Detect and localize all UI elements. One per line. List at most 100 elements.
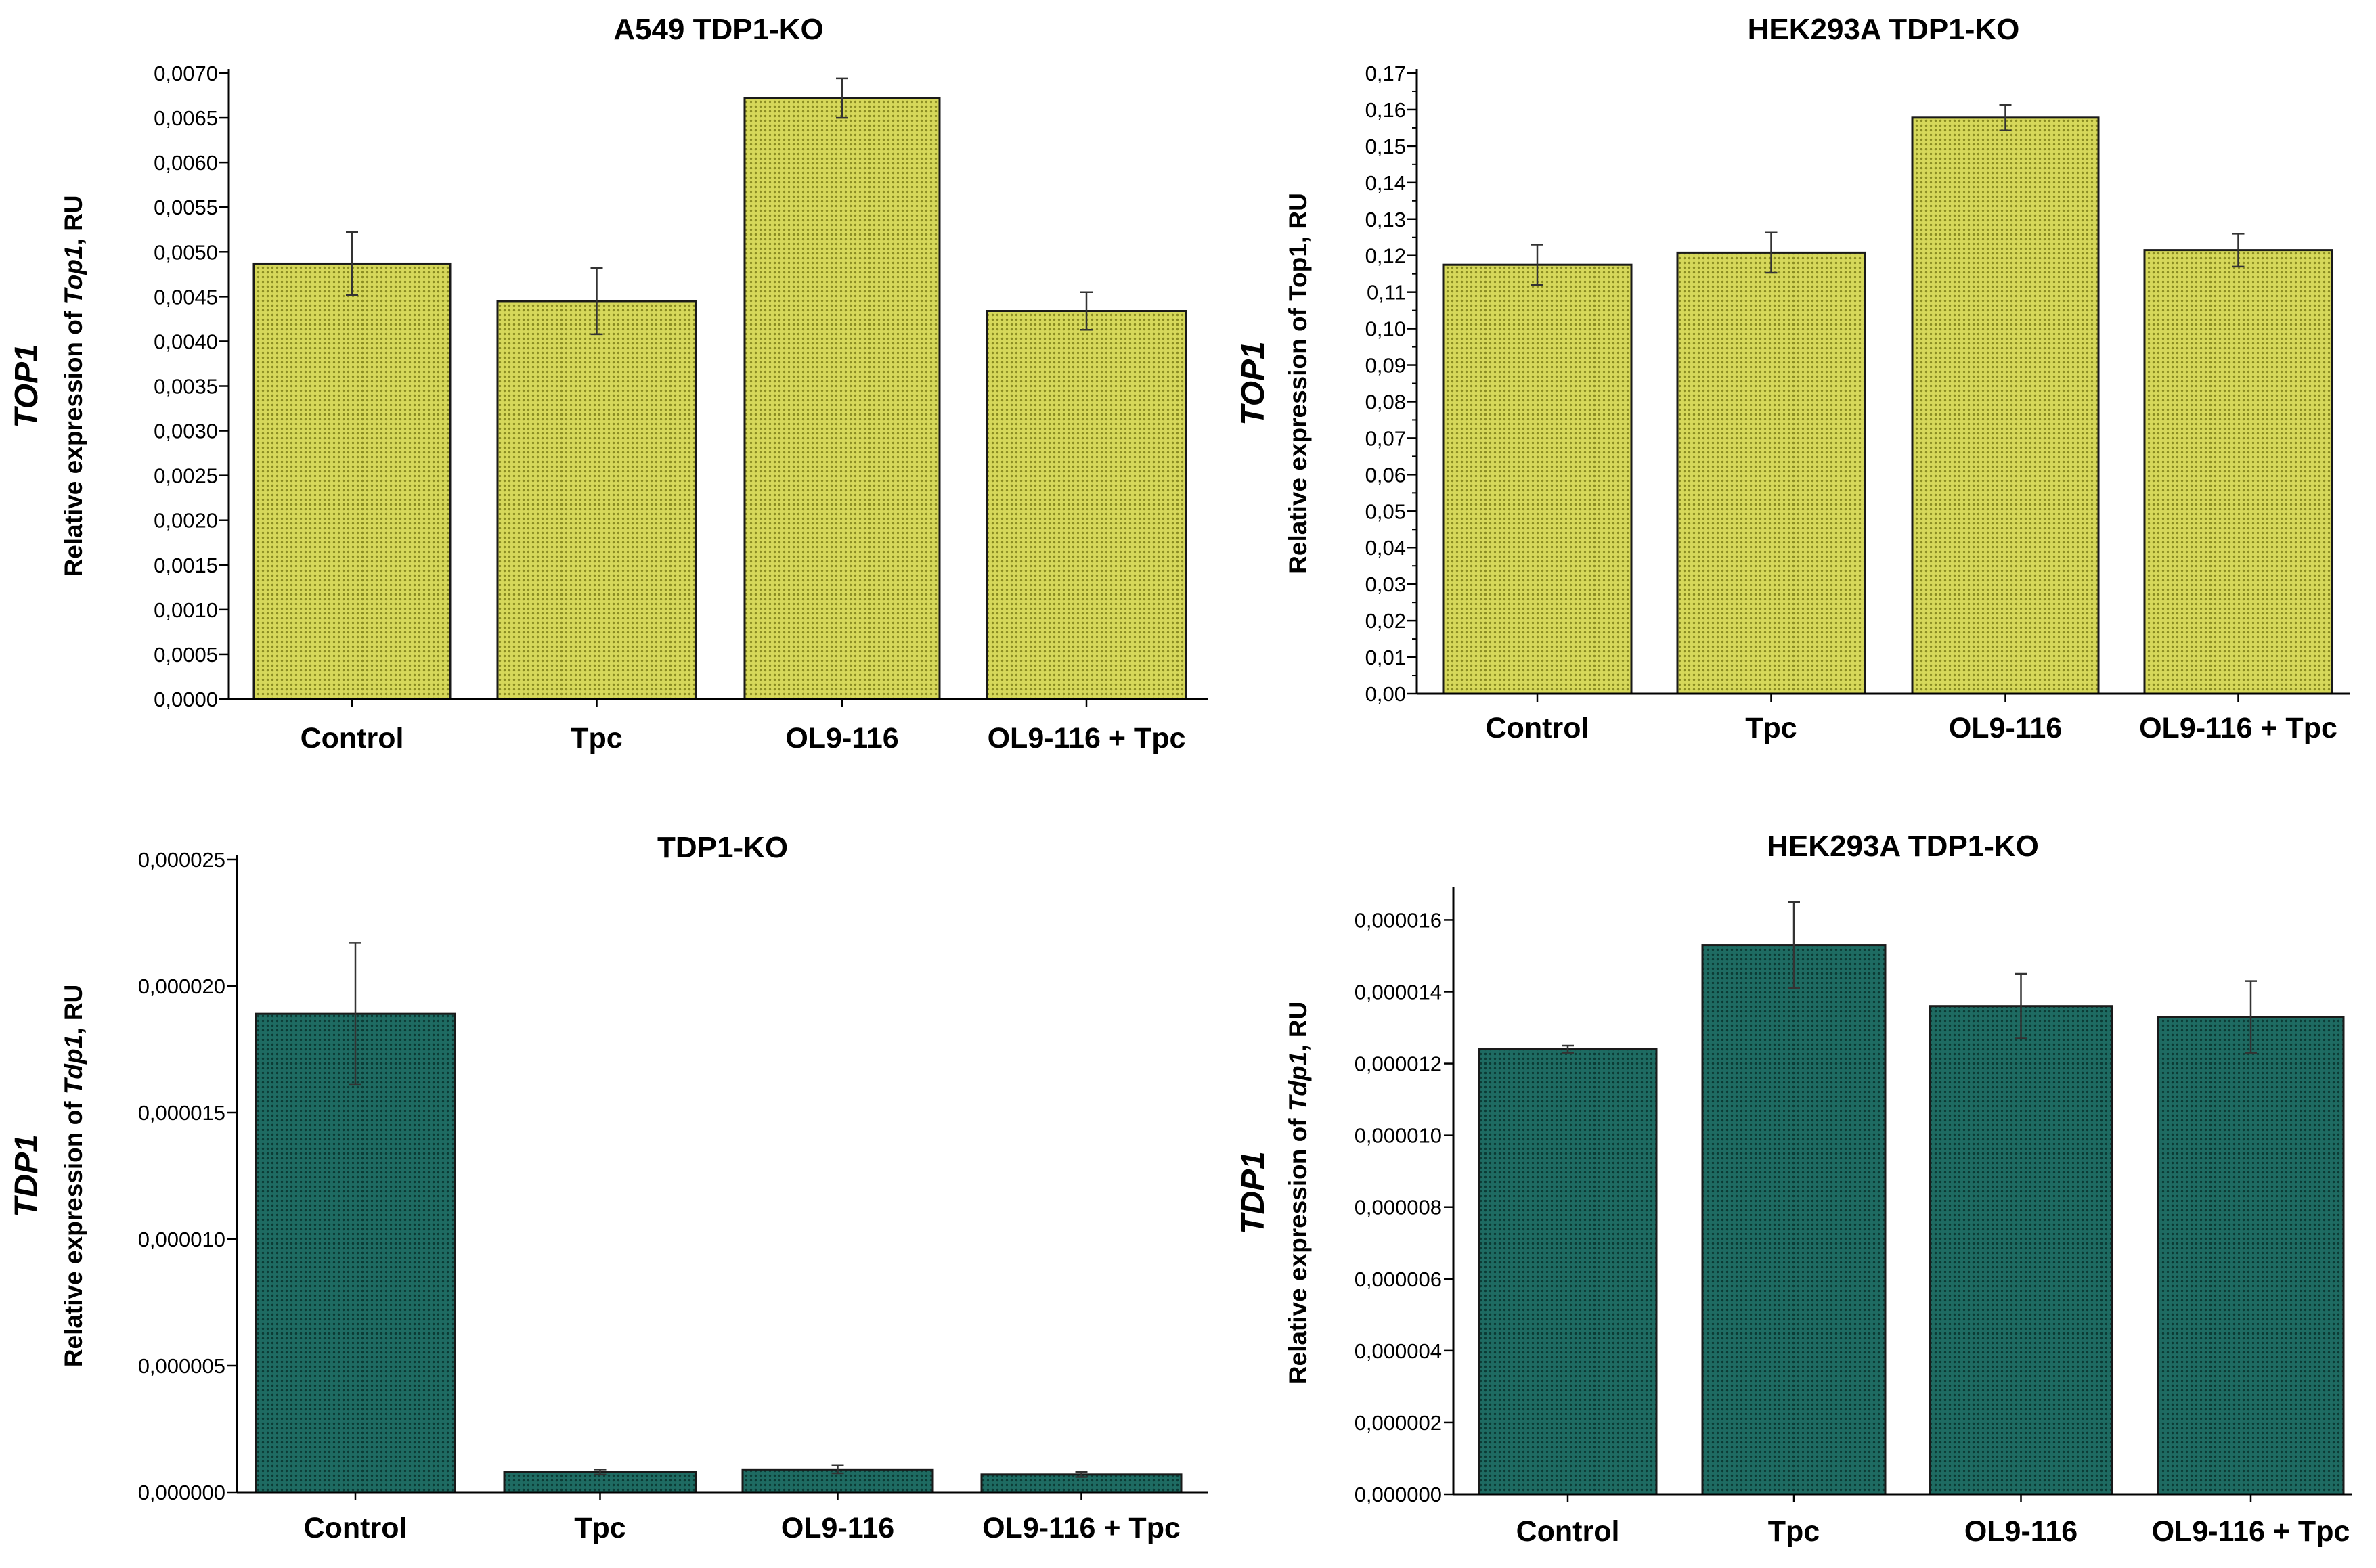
y-tick-label: 0,0010 bbox=[154, 598, 218, 622]
y-tick-label: 0,00 bbox=[1365, 682, 1406, 706]
y-tick-label: 0,000008 bbox=[1355, 1196, 1442, 1219]
y-tick-label: 0,02 bbox=[1365, 609, 1406, 633]
bar bbox=[496, 300, 697, 700]
y-tick-label: 0,0000 bbox=[154, 688, 218, 711]
chart-panel: A549 TDP1-KO TOP1 Relative expression of T… bbox=[9, 13, 1208, 755]
y-tick-label: 0,04 bbox=[1365, 536, 1406, 560]
error-bar bbox=[1531, 244, 1543, 286]
y-tick-label: 0,0050 bbox=[154, 240, 218, 264]
error-bar bbox=[1788, 901, 1800, 989]
y-tick-label: 0,17 bbox=[1365, 62, 1406, 85]
error-bar bbox=[346, 231, 358, 296]
y-tick-label: 0,01 bbox=[1365, 646, 1406, 669]
error-bar bbox=[590, 267, 603, 336]
y-axis-gene-label: TOP1 bbox=[1235, 341, 1271, 426]
bar bbox=[1478, 1048, 1658, 1496]
y-tick-label: 0,000010 bbox=[1355, 1124, 1442, 1148]
chart-panel: HEK293A TDP1-KO TDP1 Relative expression o… bbox=[1235, 830, 2352, 1548]
y-tick-label: 0,0060 bbox=[154, 151, 218, 175]
y-tick-label: 0,0065 bbox=[154, 106, 218, 130]
chart-title: TDP1-KO bbox=[657, 831, 788, 864]
bar bbox=[2157, 1016, 2345, 1496]
chart-title: HEK293A TDP1-KO bbox=[1748, 13, 2020, 46]
x-tick-label: Control bbox=[1516, 1515, 1620, 1548]
y-axis-gene-label: TOP1 bbox=[9, 344, 45, 428]
y-tick-label: 0,000000 bbox=[138, 1481, 225, 1504]
y-tick-label: 0,0070 bbox=[154, 62, 218, 85]
x-tick-label: Tpc bbox=[1745, 712, 1797, 744]
y-tick-label: 0,0005 bbox=[154, 643, 218, 667]
y-axis-label: Relative expression of Top1, RU bbox=[60, 195, 87, 577]
y-tick-label: 0,000012 bbox=[1355, 1052, 1442, 1076]
y-tick-label: 0,16 bbox=[1365, 98, 1406, 122]
error-bar bbox=[836, 77, 848, 119]
y-axis-label: Relative expression of Tdp1, RU bbox=[1284, 1002, 1312, 1384]
error-bar bbox=[2232, 233, 2245, 268]
chart-title: HEK293A TDP1-KO bbox=[1767, 830, 2039, 863]
y-tick-label: 0,000010 bbox=[138, 1228, 225, 1251]
y-tick-label: 0,14 bbox=[1365, 171, 1406, 195]
bar bbox=[1929, 1005, 2113, 1496]
error-bar bbox=[1999, 104, 2012, 131]
x-tick-label: OL9-116 bbox=[781, 1512, 894, 1544]
x-tick-label: Tpc bbox=[571, 722, 622, 755]
x-tick-label: Control bbox=[1486, 712, 1589, 744]
y-tick-label: 0,000000 bbox=[1355, 1483, 1442, 1506]
y-axis-label: Relative expression of Tdp1, RU bbox=[60, 985, 87, 1367]
y-tick-label: 0,0035 bbox=[154, 375, 218, 399]
y-tick-label: 0,12 bbox=[1365, 244, 1406, 268]
y-tick-label: 0,0015 bbox=[154, 554, 218, 577]
x-tick-label: Tpc bbox=[574, 1512, 625, 1544]
x-tick-label: OL9-116 + Tpc bbox=[988, 722, 1186, 755]
x-tick-label: OL9-116 + Tpc bbox=[2152, 1515, 2350, 1548]
bar bbox=[743, 97, 941, 700]
error-bar bbox=[831, 1464, 844, 1475]
error-bar bbox=[594, 1469, 607, 1476]
x-tick-label: OL9-116 + Tpc bbox=[982, 1512, 1181, 1544]
y-tick-label: 0,11 bbox=[1367, 281, 1406, 305]
y-tick-label: 0,000025 bbox=[138, 848, 225, 872]
x-tick-label: Control bbox=[301, 722, 404, 755]
error-bar bbox=[1075, 1471, 1088, 1478]
y-tick-label: 0,07 bbox=[1365, 426, 1406, 450]
y-tick-label: 0,0030 bbox=[154, 420, 218, 443]
y-tick-label: 0,06 bbox=[1365, 463, 1406, 487]
chart-panel: TDP1-KO TDP1 Relative expression of Tdp1, … bbox=[9, 831, 1208, 1544]
bar bbox=[2143, 249, 2333, 695]
y-tick-label: 0,05 bbox=[1365, 499, 1406, 523]
bar bbox=[252, 262, 452, 700]
y-tick-label: 0,08 bbox=[1365, 390, 1406, 413]
bar bbox=[255, 1012, 456, 1494]
y-tick-label: 0,0055 bbox=[154, 196, 218, 219]
chart-panel: HEK293A TDP1-KO TOP1 Relative expression o… bbox=[1235, 13, 2350, 744]
x-tick-label: Control bbox=[304, 1512, 408, 1544]
x-tick-label: OL9-116 bbox=[785, 722, 898, 755]
y-tick-label: 0,03 bbox=[1365, 573, 1406, 596]
bar bbox=[1442, 263, 1633, 695]
bar bbox=[1911, 116, 2100, 695]
error-bar bbox=[2015, 972, 2027, 1039]
error-bar bbox=[1562, 1044, 1574, 1054]
x-tick-label: OL9-116 bbox=[1964, 1515, 2077, 1548]
bar bbox=[1676, 251, 1866, 695]
y-tick-label: 0,0020 bbox=[154, 509, 218, 533]
y-tick-label: 0,15 bbox=[1365, 135, 1406, 158]
x-tick-label: OL9-116 bbox=[1949, 712, 2062, 744]
y-tick-label: 0,000006 bbox=[1355, 1268, 1442, 1291]
y-tick-label: 0,09 bbox=[1365, 354, 1406, 378]
chart-title: A549 TDP1-KO bbox=[613, 13, 824, 46]
y-tick-label: 0,0045 bbox=[154, 285, 218, 309]
y-tick-label: 0,0025 bbox=[154, 464, 218, 488]
y-tick-label: 0,13 bbox=[1365, 208, 1406, 231]
bar bbox=[986, 310, 1187, 700]
error-bar bbox=[349, 942, 361, 1086]
y-tick-label: 0,000020 bbox=[138, 975, 225, 998]
error-bar bbox=[2245, 980, 2257, 1054]
y-tick-label: 0,000014 bbox=[1355, 981, 1442, 1004]
y-tick-label: 0,10 bbox=[1365, 317, 1406, 341]
bar bbox=[1701, 944, 1887, 1496]
y-tick-label: 0,000016 bbox=[1355, 908, 1442, 932]
x-tick-label: OL9-116 + Tpc bbox=[2139, 712, 2337, 744]
error-bar bbox=[1765, 231, 1778, 274]
